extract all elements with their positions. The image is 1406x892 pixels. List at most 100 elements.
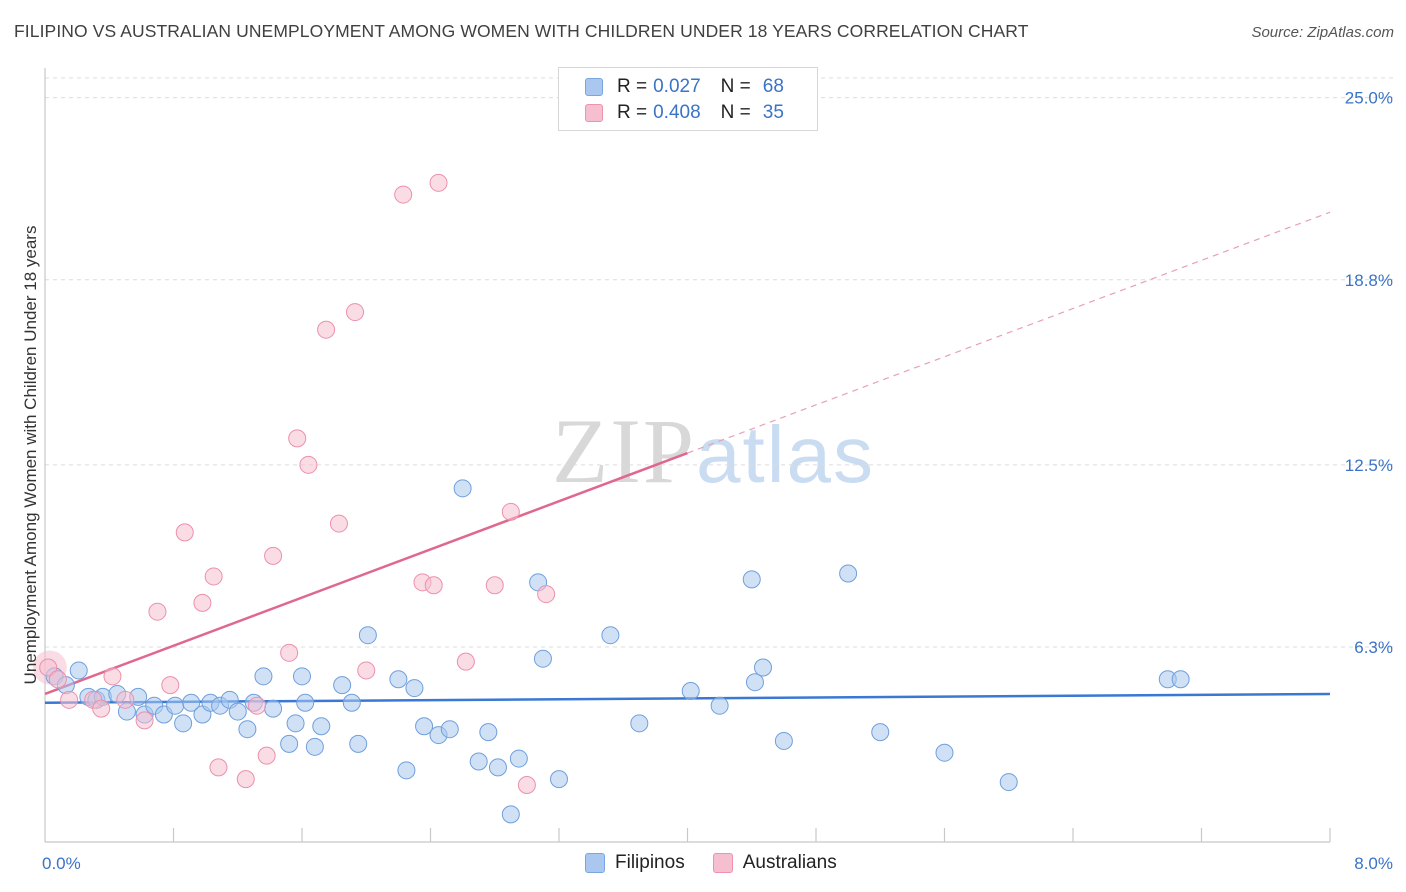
australians-point-20 — [317, 320, 336, 339]
filipinos-point-13 — [174, 714, 193, 733]
x-tick-label-min: 0.0% — [42, 854, 81, 873]
australians-point-18 — [288, 429, 307, 448]
filipinos-point-50 — [630, 714, 649, 733]
australians-point-8 — [148, 602, 167, 621]
grid-lines — [45, 77, 1395, 648]
correlation-legend: R = 0.027 N = 68 R = 0.408 N = 35 — [558, 67, 818, 131]
australians-point-22 — [346, 303, 365, 322]
filipinos-point-40 — [453, 479, 472, 498]
australians-point-29 — [485, 576, 504, 595]
australians-point-11 — [193, 593, 212, 612]
chart-title: FILIPINO VS AUSTRALIAN UNEMPLOYMENT AMON… — [14, 21, 1029, 41]
filipinos-point-58 — [871, 723, 890, 742]
filipinos-point-47 — [533, 649, 552, 668]
data-points — [32, 173, 1190, 824]
filipinos-point-52 — [710, 696, 729, 715]
filipinos-point-36 — [405, 679, 424, 698]
legend-row-filipinos: R = 0.027 N = 68 — [585, 75, 784, 99]
filipinos-point-45 — [509, 749, 528, 768]
watermark-zip: ZIP — [552, 400, 696, 502]
filipinos-point-12 — [166, 696, 185, 715]
legend-swatch-filipinos — [585, 78, 603, 96]
australians-point-1 — [48, 670, 67, 689]
filipinos-point-44 — [501, 805, 520, 824]
legend-n-value: 68 — [762, 76, 784, 97]
filipinos-point-28 — [305, 737, 324, 756]
australians-point-16 — [264, 546, 283, 565]
filipinos-point-31 — [342, 693, 361, 712]
filipinos-point-32 — [349, 734, 368, 753]
filipinos-point-30 — [333, 676, 352, 695]
filipinos-point-33 — [358, 626, 377, 645]
australians-point-31 — [517, 776, 536, 794]
filipinos-point-54 — [745, 673, 764, 692]
filipinos-point-53 — [742, 570, 761, 589]
legend-row-australians: R = 0.408 N = 35 — [585, 101, 784, 125]
filipinos-point-27 — [296, 693, 315, 712]
legend-r-value: 0.027 — [653, 76, 701, 97]
y-tick-label-2: 18.8% — [1345, 271, 1393, 290]
filipinos-point-39 — [440, 720, 459, 739]
y-tick-label-3: 25.0% — [1345, 89, 1393, 108]
australians-point-4 — [92, 699, 111, 718]
legend-label-australians: Australians — [742, 852, 837, 873]
australians-point-14 — [248, 696, 267, 715]
australians-point-9 — [161, 676, 180, 695]
legend-item-australians[interactable]: Australians — [712, 852, 837, 874]
filipinos-point-42 — [479, 723, 498, 742]
y-tick-label-0: 6.3% — [1354, 638, 1393, 657]
australians-point-19 — [299, 455, 318, 474]
series-legend: Filipinos Australians — [585, 852, 865, 874]
filipinos-point-62 — [1171, 670, 1190, 689]
axis-labels: 6.3% 12.5% 18.8% 25.0% 0.0% 8.0% Unemployment … — [21, 89, 1393, 873]
source-credit: Source: ZipAtlas.com — [1251, 24, 1394, 41]
australians-point-32 — [537, 585, 556, 604]
y-tick-label-1: 12.5% — [1345, 456, 1393, 475]
filipinos-point-14 — [182, 693, 201, 712]
filipinos-point-57 — [839, 564, 858, 583]
legend-r-label: R = — [617, 102, 648, 123]
australians-point-5 — [103, 667, 122, 686]
legend-item-filipinos[interactable]: Filipinos — [585, 852, 685, 874]
trend-lines — [44, 211, 1331, 704]
australians-point-17 — [280, 643, 299, 662]
australians-point-15 — [257, 746, 276, 765]
legend-n-label: N = — [720, 76, 751, 97]
australians-point-13 — [209, 758, 228, 777]
filipinos-point-37 — [415, 717, 434, 736]
axes — [44, 68, 1331, 843]
australians-point-10 — [175, 523, 194, 542]
australians-point-7 — [135, 711, 154, 730]
filipinos-point-35 — [397, 761, 416, 780]
legend-n-label: N = — [720, 102, 751, 123]
filipinos-point-43 — [488, 758, 507, 777]
filipinos-point-2 — [69, 661, 88, 680]
filipinos-point-41 — [469, 752, 488, 771]
x-tick-label-max: 8.0% — [1354, 854, 1393, 873]
filipinos-point-25 — [286, 714, 305, 733]
australians-point-0 — [39, 658, 58, 677]
filipinos-point-24 — [280, 734, 299, 753]
filipinos-point-51 — [681, 682, 700, 700]
australians-point-6 — [116, 690, 135, 709]
filipinos-point-59 — [935, 743, 954, 762]
watermark-atlas: atlas — [696, 410, 875, 499]
filipinos-point-60 — [999, 773, 1018, 792]
australians-point-23 — [357, 661, 376, 680]
australians-point-21 — [329, 514, 348, 533]
filipinos-point-48 — [550, 770, 568, 789]
filipinos-point-34 — [389, 670, 408, 689]
legend-r-label: R = — [617, 76, 648, 97]
australians-point-12 — [204, 567, 223, 586]
australians-point-30 — [501, 502, 520, 521]
filipinos-point-56 — [774, 731, 793, 750]
australians-point-33 — [236, 770, 255, 789]
legend-label-filipinos: Filipinos — [615, 852, 685, 873]
australians-trend-line — [44, 451, 688, 696]
australians-point-26 — [424, 576, 443, 595]
watermark: ZIPatlas — [552, 398, 875, 504]
legend-swatch-australians — [585, 104, 603, 122]
filipinos-point-26 — [293, 667, 311, 686]
filipinos-point-23 — [264, 699, 283, 718]
